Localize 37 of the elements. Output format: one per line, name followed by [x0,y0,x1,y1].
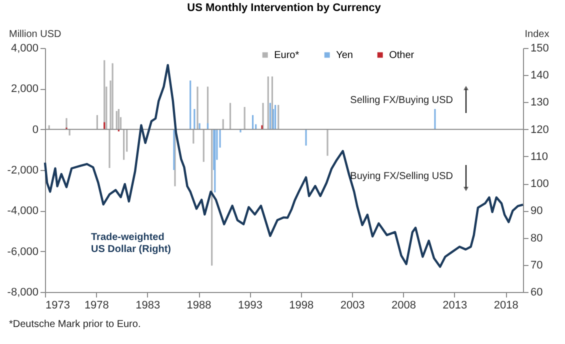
legend-label: Euro* [274,50,300,61]
text: *Deutsche Mark prior to Euro. [9,319,141,330]
y-tick-label: -2,000 [7,164,38,176]
x-tick-label: 1988 [186,300,212,312]
y2-tick-label: 80 [530,232,543,244]
x-tick-label: 2003 [340,300,365,312]
y-tick-label: -8,000 [7,286,38,298]
annotation: Buying FX/Selling USD [350,171,453,182]
y2-tick-label: 60 [530,286,543,298]
y-tick-label: -4,000 [7,205,38,218]
legend-label: Other [389,50,415,61]
text: Trade-weighted US Dollar (Right) [91,232,171,255]
x-tick-label: 1998 [289,300,314,312]
y2-tick-label: 130 [530,96,549,109]
y2-tick-label: 100 [530,178,549,190]
y2-tick-label: 90 [530,205,543,218]
y-axis-title: Million USD [9,29,62,40]
annotation: Selling FX/Buying USD [350,95,453,106]
y2-tick-label: 120 [530,124,549,136]
chart-title: US Monthly Intervention by Currency [187,2,382,14]
y-tick-label: 4,000 [10,42,38,54]
y2-tick-label: 70 [530,259,543,272]
y-tick-label: 0 [32,124,38,136]
y2-tick-label: 150 [530,42,549,54]
x-tick-label: 1978 [84,300,109,312]
y2-axis-title: Index [524,29,550,40]
x-tick-label: 1973 [46,300,70,312]
x-tick-label: 1993 [238,300,262,312]
x-tick-label: 2013 [442,300,468,312]
legend-label: Yen [336,50,353,61]
y-tick-label: 2,000 [10,83,38,96]
x-tick-label: 1983 [136,300,160,312]
x-tick-label: 2008 [392,300,416,312]
x-tick-label: 2018 [494,300,518,312]
y-tick-label: -6,000 [7,246,38,258]
y2-tick-label: 140 [530,70,549,82]
y2-tick-label: 110 [530,150,548,163]
